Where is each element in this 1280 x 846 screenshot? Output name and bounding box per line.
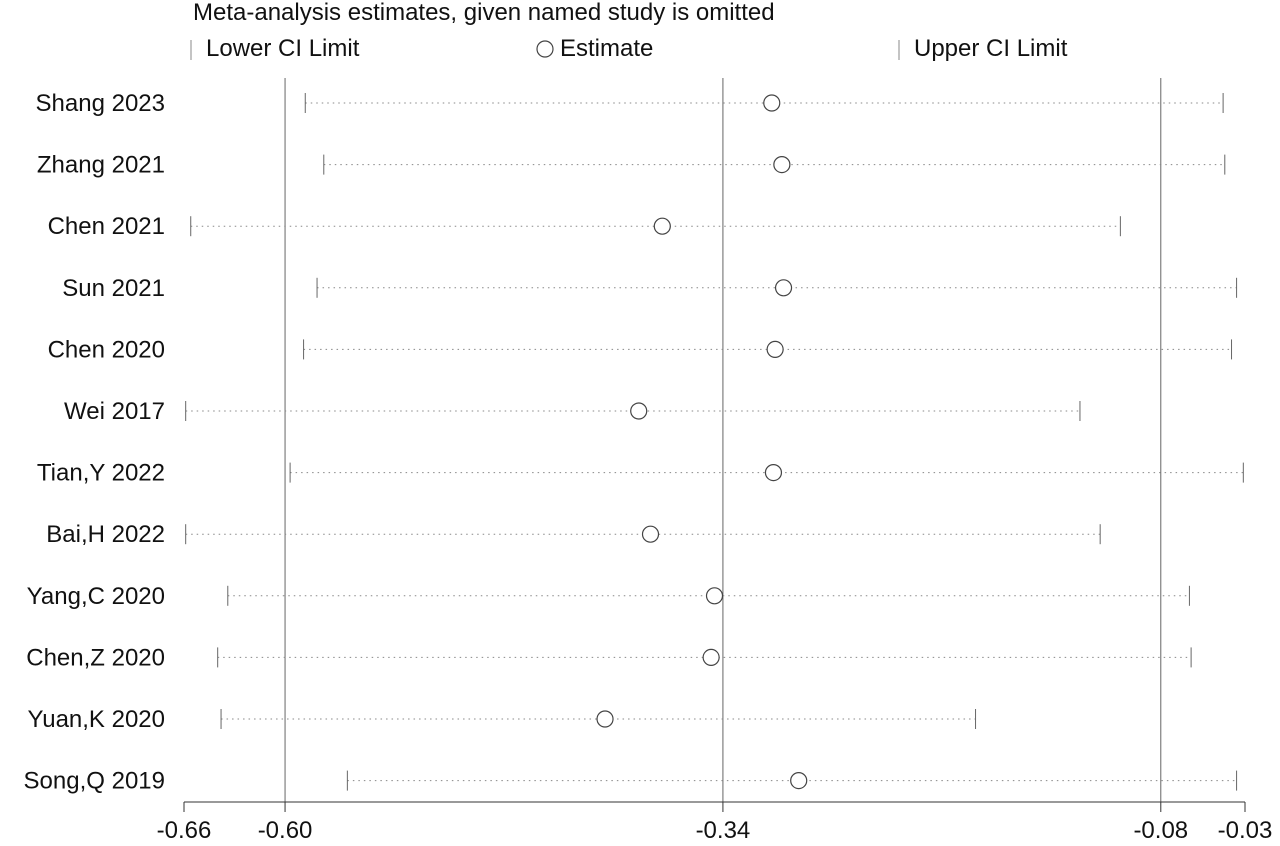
study-row: Yang,C 2020 — [27, 583, 1190, 610]
estimate-marker — [773, 156, 791, 174]
reference-lines — [284, 78, 1162, 802]
estimate-marker — [766, 340, 784, 358]
x-axis: -0.66 -0.60 -0.34 -0.08 -0.03 — [157, 801, 1273, 844]
study-label: Zhang 2021 — [37, 152, 165, 179]
study-row: Shang 2023 — [36, 90, 1224, 117]
study-row: Tian,Y 2022 — [37, 460, 1244, 487]
study-label: Yang,C 2020 — [27, 583, 165, 610]
study-rows: Shang 2023 Zhang 2021 Chen 2021 Sun 2021 Che… — [24, 90, 1244, 795]
x-tick-label: -0.03 — [1218, 817, 1273, 844]
study-label: Chen 2020 — [48, 336, 165, 363]
legend-estimate-label: Estimate — [560, 35, 653, 62]
study-row: Chen,Z 2020 — [26, 644, 1192, 671]
study-label: Sun 2021 — [62, 275, 165, 302]
legend-upper-label: Upper CI Limit — [914, 35, 1068, 62]
x-tick-label: -0.66 — [157, 817, 212, 844]
study-label: Chen,Z 2020 — [26, 644, 165, 671]
estimate-marker — [764, 464, 783, 482]
estimate-marker — [774, 279, 793, 297]
legend-lower-label: Lower CI Limit — [206, 35, 360, 62]
chart-title: Meta-analysis estimates, given named stu… — [193, 0, 775, 26]
estimate-marker — [630, 402, 648, 420]
estimate-marker — [702, 648, 720, 667]
x-tick-label: -0.60 — [258, 817, 313, 844]
study-row: Chen 2020 — [48, 336, 1233, 363]
estimate-marker — [596, 710, 614, 728]
study-row: Chen 2021 — [48, 213, 1121, 240]
study-row: Yuan,K 2020 — [28, 706, 977, 733]
study-label: Chen 2021 — [48, 213, 165, 240]
study-row: Song,Q 2019 — [24, 768, 1238, 795]
study-label: Yuan,K 2020 — [28, 706, 165, 733]
estimate-marker — [653, 217, 671, 235]
study-row: Bai,H 2022 — [46, 521, 1101, 548]
estimate-marker — [641, 525, 660, 543]
study-row: Wei 2017 — [64, 398, 1081, 425]
study-label: Wei 2017 — [64, 398, 165, 425]
study-row: Sun 2021 — [62, 275, 1238, 302]
estimate-marker — [705, 587, 724, 605]
x-tick-label: -0.34 — [696, 817, 751, 844]
study-row: Zhang 2021 — [37, 152, 1226, 179]
legend-estimate-circle — [536, 40, 554, 58]
study-label: Song,Q 2019 — [24, 768, 165, 795]
estimate-marker — [763, 94, 781, 112]
estimate-marker — [790, 771, 808, 790]
study-label: Tian,Y 2022 — [37, 460, 165, 487]
study-label: Shang 2023 — [36, 90, 165, 117]
x-tick-label: -0.08 — [1133, 817, 1188, 844]
study-label: Bai,H 2022 — [46, 521, 165, 548]
legend: Lower CI Limit Estimate Upper CI Limit — [190, 35, 1068, 62]
